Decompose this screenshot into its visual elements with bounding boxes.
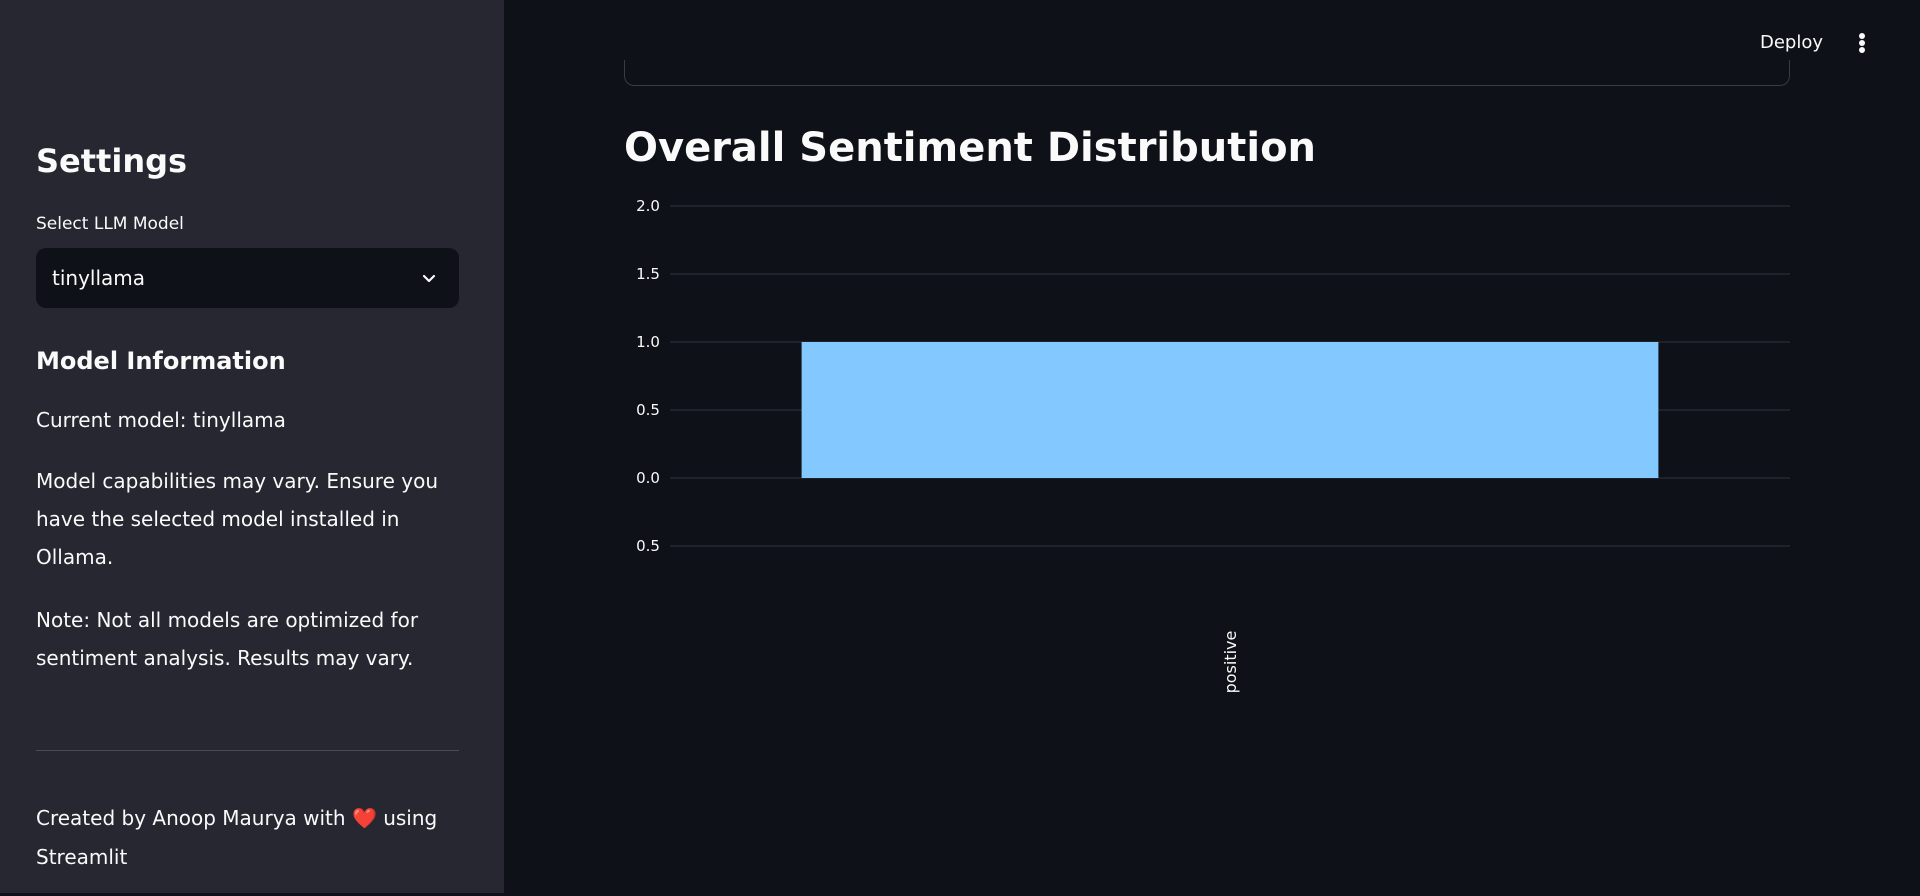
y-tick-label: 1.5 xyxy=(636,265,660,283)
bar-positive[interactable] xyxy=(801,342,1659,478)
heart-icon: ❤️ xyxy=(351,806,377,830)
deploy-button[interactable]: Deploy xyxy=(1748,26,1835,60)
sidebar: Settings Select LLM Model tinyllama Mode… xyxy=(0,0,504,893)
more-vertical-icon[interactable] xyxy=(1848,26,1876,60)
sidebar-title: Settings xyxy=(36,142,188,180)
capabilities-text: Model capabilities may vary. Ensure you … xyxy=(36,469,439,569)
previous-container-edge xyxy=(624,60,1790,86)
y-tick-label: 0.5 xyxy=(636,401,660,419)
chevron-down-icon xyxy=(422,274,436,283)
y-tick-label: 1.0 xyxy=(636,333,660,351)
y-tick-label: 0.5 xyxy=(636,537,660,555)
note-text: Note: Not all models are optimized for s… xyxy=(36,608,419,670)
menu-dot xyxy=(1859,47,1865,53)
model-info-heading: Model Information xyxy=(36,347,286,375)
footer-prefix: Created by Anoop Maurya with xyxy=(36,806,346,830)
x-tick-label: positive xyxy=(1221,631,1240,694)
footer-suffix: using Streamlit xyxy=(36,806,438,869)
sidebar-divider xyxy=(36,750,459,751)
menu-dot xyxy=(1859,33,1865,39)
model-select-label: Select LLM Model xyxy=(36,214,184,234)
footer-text: Created by Anoop Maurya with ❤️ using St… xyxy=(36,799,466,877)
chart-title: Overall Sentiment Distribution xyxy=(624,125,1317,171)
menu-dot xyxy=(1859,40,1865,46)
y-tick-label: 0.0 xyxy=(636,469,660,487)
model-select[interactable]: tinyllama xyxy=(36,248,459,308)
model-select-value: tinyllama xyxy=(52,266,146,290)
y-tick-label: 2.0 xyxy=(636,197,660,215)
sentiment-bar-chart: 2.0 1.5 1.0 0.5 0.0 0.5 positive xyxy=(636,197,1790,694)
current-model-text: Current model: tinyllama xyxy=(36,408,286,432)
